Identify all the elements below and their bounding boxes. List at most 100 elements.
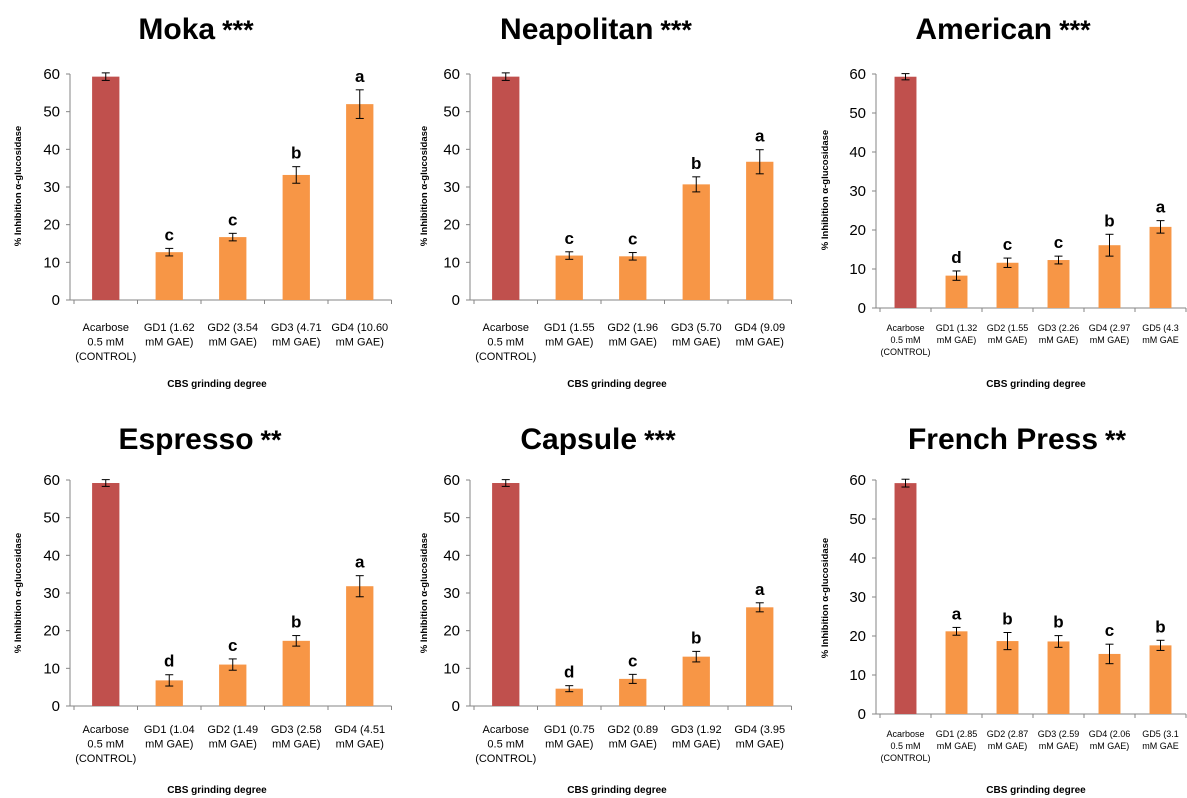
y-tick-label: 0 <box>52 292 60 309</box>
bar <box>894 483 917 714</box>
x-tick-label: GD1 (1.32 mM GAE) <box>936 323 978 345</box>
significance-letter: d <box>164 652 174 671</box>
bar <box>219 237 247 300</box>
y-tick-label: 10 <box>443 254 460 271</box>
x-tick-label-line: GD1 (1.04 <box>144 724 195 736</box>
bar <box>1047 260 1070 308</box>
y-tick-label: 60 <box>43 472 60 489</box>
y-tick-label: 40 <box>849 144 866 161</box>
y-tick-label: 30 <box>443 585 460 602</box>
x-tick-label-line: mM GAE) <box>209 337 257 349</box>
x-tick-label-line: mM GAE) <box>672 337 720 349</box>
bar <box>996 641 1019 714</box>
x-tick-label-line: mM GAE) <box>272 337 320 349</box>
y-axis-label: % Inhibition α-glucosidase <box>820 538 831 658</box>
x-tick-label-line: mM GAE) <box>736 337 784 349</box>
x-tick-label-line: GD2 (1.96 <box>607 322 658 334</box>
y-tick-label: 10 <box>849 667 866 684</box>
bar <box>282 174 310 300</box>
chart-panel-4: Espresso ** 0 10 20 30 40 50 60 % Inhibition α-gl… <box>13 423 392 796</box>
x-tick-label-line: GD3 (5.70 <box>671 322 722 334</box>
y-tick-label: 0 <box>858 706 866 723</box>
chart-panel-5: Capsule *** 0 10 20 30 40 50 60 % Inhibition α-gl… <box>419 423 792 796</box>
x-tick-label-line: mM GAE) <box>336 739 384 751</box>
y-tick-label: 20 <box>443 623 460 640</box>
bar <box>1149 226 1172 308</box>
y-tick-label: 10 <box>443 660 460 677</box>
significance-letter: c <box>628 651 637 670</box>
chart-title-text: Moka <box>138 13 215 46</box>
x-tick-label-line: mM GAE) <box>937 741 977 751</box>
y-axis-label: % Inhibition α-glucosidase <box>13 533 24 653</box>
y-tick-label: 30 <box>43 585 60 602</box>
y-tick-label: 40 <box>43 141 60 158</box>
y-axis-label: % Inhibition α-glucosidase <box>419 126 430 246</box>
bar <box>492 76 520 301</box>
y-tick-label: 50 <box>849 105 866 122</box>
chart-title: Neapolitan *** <box>500 13 692 46</box>
bar <box>346 586 374 706</box>
x-tick-label-line: GD1 (0.75 <box>544 724 595 736</box>
y-tick-label: 50 <box>849 511 866 528</box>
y-axis-label: % Inhibition α-glucosidase <box>419 533 430 653</box>
x-tick-label: GD1 (2.85 mM GAE) <box>936 729 978 751</box>
x-tick-label: GD2 (3.54 mM GAE) <box>207 322 258 349</box>
significance-letter: a <box>355 67 365 86</box>
bar <box>619 256 647 300</box>
y-tick-label: 30 <box>443 179 460 196</box>
significance-letter: a <box>1156 198 1166 217</box>
x-tick-label-line: mM GAE) <box>145 739 193 751</box>
x-tick-label: GD1 (1.55 mM GAE) <box>544 322 595 349</box>
significance-letter: b <box>691 628 701 647</box>
y-tick-label: 50 <box>43 510 60 527</box>
chart-title: Moka *** <box>138 13 254 46</box>
significance-letter: c <box>1105 621 1114 640</box>
x-tick-label-line: mM GAE) <box>988 335 1028 345</box>
chart-significance: *** <box>660 15 692 45</box>
y-tick-label: 60 <box>443 66 460 83</box>
x-tick-label: GD5 (3.1 mM GAE <box>1142 729 1179 751</box>
x-tick-label: GD2 (1.55 mM GAE) <box>987 323 1029 345</box>
x-tick-label-line: GD1 (2.85 <box>936 729 978 739</box>
x-tick-label-line: GD4 (3.95 <box>734 724 785 736</box>
x-tick-label-line: mM GAE) <box>1090 741 1130 751</box>
chart-significance: ** <box>261 425 283 455</box>
x-tick-label-line: Acarbose <box>483 724 529 736</box>
x-tick-label-line: mM GAE) <box>209 739 257 751</box>
x-tick-label-line: GD2 (0.89 <box>607 724 658 736</box>
x-tick-label-line: mM GAE) <box>1039 741 1079 751</box>
significance-letter: b <box>1155 617 1165 636</box>
x-tick-label: GD1 (0.75 mM GAE) <box>544 724 595 751</box>
bar <box>894 76 917 308</box>
x-tick-label-line: Acarbose <box>483 322 529 334</box>
y-tick-label: 40 <box>443 547 460 564</box>
chart-significance: *** <box>1059 15 1091 45</box>
significance-letter: d <box>564 663 574 682</box>
x-tick-label: GD3 (4.71 mM GAE) <box>271 322 322 349</box>
x-tick-label-line: (CONTROL) <box>75 351 136 363</box>
x-tick-label: GD4 (2.06 mM GAE) <box>1089 729 1131 751</box>
y-tick-label: 0 <box>452 292 460 309</box>
x-axis-label: CBS grinding degree <box>567 785 667 796</box>
x-tick-label: GD1 (1.62 mM GAE) <box>144 322 195 349</box>
x-tick-label: GD4 (2.97 mM GAE) <box>1089 323 1131 345</box>
x-tick-label-line: mM GAE) <box>609 739 657 751</box>
chart-significance: *** <box>222 15 254 45</box>
bar <box>1047 641 1070 714</box>
y-tick-label: 10 <box>43 660 60 677</box>
y-tick-label: 40 <box>43 547 60 564</box>
significance-letter: b <box>1002 609 1012 628</box>
bar <box>746 161 774 300</box>
x-tick-label-line: Acarbose <box>886 729 924 739</box>
x-tick-label: GD3 (1.92 mM GAE) <box>671 724 722 751</box>
x-tick-label: Acarbose 0.5 mM (CONTROL) <box>75 322 136 363</box>
x-axis-label: CBS grinding degree <box>986 785 1086 796</box>
bar <box>682 184 710 300</box>
x-tick-label-line: GD4 (2.06 <box>1089 729 1131 739</box>
x-tick-label: GD2 (0.89 mM GAE) <box>607 724 658 751</box>
significance-letter: c <box>565 229 574 248</box>
x-tick-label-line: mM GAE) <box>736 739 784 751</box>
y-tick-label: 50 <box>43 104 60 121</box>
x-tick-label-line: 0.5 mM <box>87 337 124 349</box>
x-tick-label-line: mM GAE) <box>545 337 593 349</box>
